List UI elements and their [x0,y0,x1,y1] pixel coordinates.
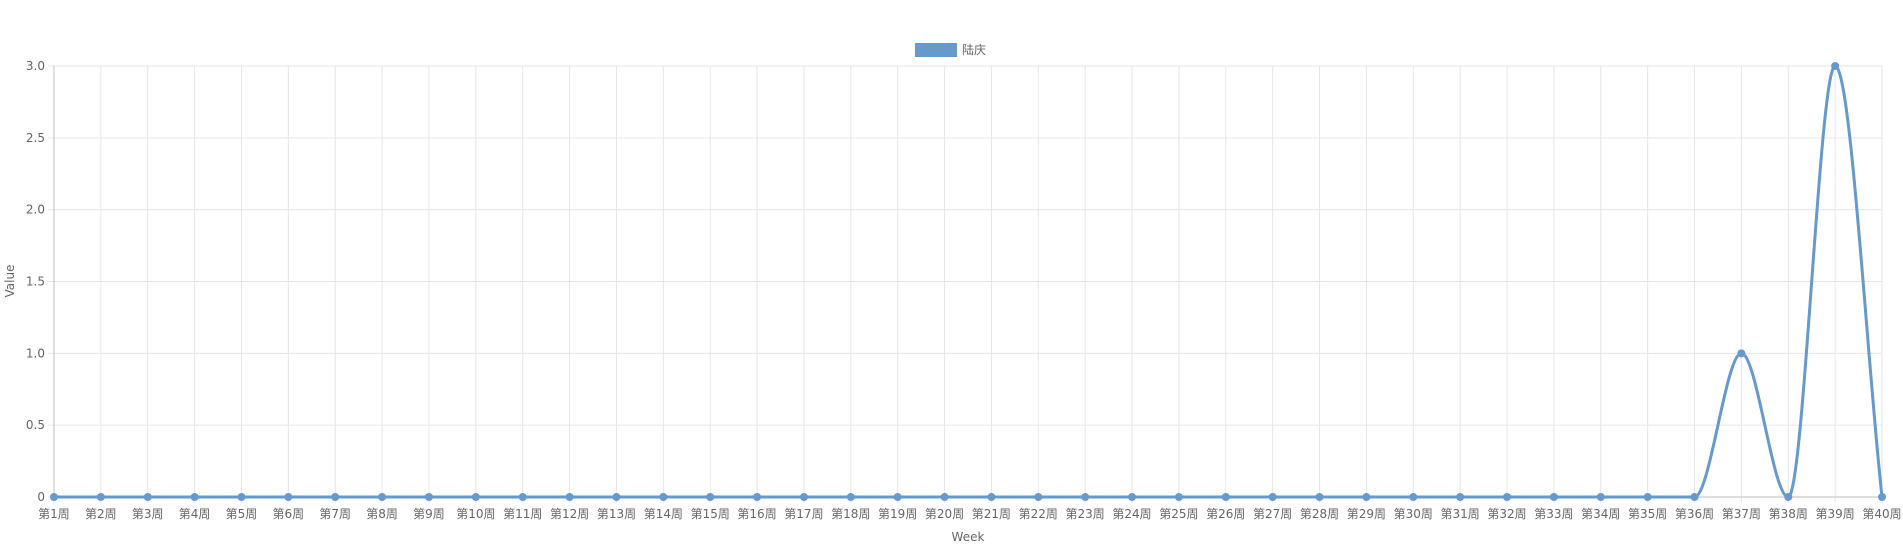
data-point[interactable] [1456,493,1465,501]
data-point[interactable] [237,493,246,501]
data-point[interactable] [1878,493,1886,501]
x-tick-label: 第33周 [1534,507,1573,521]
x-tick-label: 第13周 [597,507,636,521]
x-tick-label: 第7周 [319,507,351,521]
x-tick-label: 第38周 [1769,507,1808,521]
x-tick-label: 第15周 [691,507,730,521]
data-point[interactable] [565,493,574,501]
x-tick-label: 第40周 [1862,507,1901,521]
y-tick-label: 1.5 [26,275,45,289]
data-point[interactable] [1081,493,1090,501]
x-axis-title: Week [952,530,985,544]
x-tick-label: 第20周 [925,507,964,521]
x-tick-label: 第36周 [1675,507,1714,521]
x-tick-label: 第10周 [456,507,495,521]
grid-lines [48,65,1883,503]
x-tick-label: 第18周 [831,507,870,521]
y-tick-label: 2.0 [26,203,45,217]
data-point[interactable] [1362,493,1371,501]
x-tick-label: 第8周 [366,507,398,521]
data-point[interactable] [50,493,58,501]
data-point[interactable] [471,493,480,501]
y-tick-labels: 0 0.5 1.0 1.5 2.0 2.5 3.0 [26,59,45,504]
x-tick-label: 第2周 [85,507,117,521]
x-tick-label: 第9周 [413,507,445,521]
data-point[interactable] [1503,493,1512,501]
legend[interactable]: 陆庆 [915,42,986,57]
data-point[interactable] [424,493,433,501]
data-point[interactable] [987,493,996,501]
legend-swatch[interactable] [915,43,957,57]
x-tick-label: 第12周 [550,507,589,521]
x-tick-label: 第32周 [1487,507,1526,521]
x-tick-label: 第19周 [878,507,917,521]
x-tick-label: 第35周 [1628,507,1667,521]
x-tick-label: 第23周 [1066,507,1105,521]
data-point[interactable] [284,493,293,501]
data-point[interactable] [753,493,762,501]
x-tick-label: 第1周 [38,507,70,521]
x-tick-label: 第27周 [1253,507,1292,521]
data-point[interactable] [1174,493,1183,501]
data-point[interactable] [612,493,621,501]
y-tick-label: 1.0 [26,346,45,360]
x-tick-label: 第28周 [1300,507,1339,521]
data-point[interactable] [1596,493,1605,501]
x-tick-label: 第5周 [226,507,258,521]
x-tick-label: 第22周 [1019,507,1058,521]
x-tick-label: 第29周 [1347,507,1386,521]
data-point[interactable] [1690,493,1699,501]
y-tick-label: 3.0 [26,59,45,73]
data-point[interactable] [940,493,949,501]
data-point[interactable] [893,493,902,501]
data-point[interactable] [1643,493,1652,501]
x-tick-label: 第31周 [1441,507,1480,521]
x-tick-label: 第17周 [784,507,823,521]
x-tick-label: 第14周 [644,507,683,521]
x-tick-label: 第39周 [1815,507,1854,521]
data-point[interactable] [1784,493,1793,501]
y-axis-title: Value [3,265,17,298]
x-tick-label: 第21周 [972,507,1011,521]
data-point[interactable] [1549,493,1558,501]
data-point[interactable] [1409,493,1418,501]
data-point[interactable] [1831,62,1840,70]
data-point[interactable] [190,493,199,501]
x-tick-label: 第4周 [179,507,211,521]
data-point[interactable] [96,493,105,501]
series-layer [50,62,1886,501]
x-tick-labels: 第1周 第2周 第3周 第4周 第5周 第6周 第7周 第8周 第9周 第10周 第11周 第12周第… [38,507,1901,521]
x-tick-label: 第30周 [1394,507,1433,521]
data-point[interactable] [331,493,340,501]
data-point[interactable] [1034,493,1043,501]
x-tick-label: 第25周 [1159,507,1198,521]
data-point[interactable] [1737,349,1746,358]
data-point[interactable] [1268,493,1277,501]
data-point[interactable] [1221,493,1230,501]
y-tick-label: 0.5 [26,418,45,432]
data-point[interactable] [659,493,668,501]
data-point[interactable] [799,493,808,501]
data-point[interactable] [518,493,527,501]
x-tick-label: 第24周 [1112,507,1151,521]
data-point[interactable] [846,493,855,501]
y-tick-label: 0 [37,490,45,504]
y-tick-label: 2.5 [26,131,45,145]
data-point[interactable] [143,493,152,501]
x-tick-label: 第34周 [1581,507,1620,521]
x-tick-label: 第3周 [132,507,164,521]
x-tick-label: 第6周 [273,507,305,521]
x-tick-label: 第16周 [737,507,776,521]
data-point[interactable] [706,493,715,501]
x-tick-label: 第37周 [1722,507,1761,521]
x-tick-label: 第26周 [1206,507,1245,521]
data-point[interactable] [1315,493,1324,501]
legend-label[interactable]: 陆庆 [962,42,986,57]
data-point[interactable] [1128,493,1137,501]
x-tick-label: 第11周 [503,507,542,521]
data-point[interactable] [378,493,387,501]
